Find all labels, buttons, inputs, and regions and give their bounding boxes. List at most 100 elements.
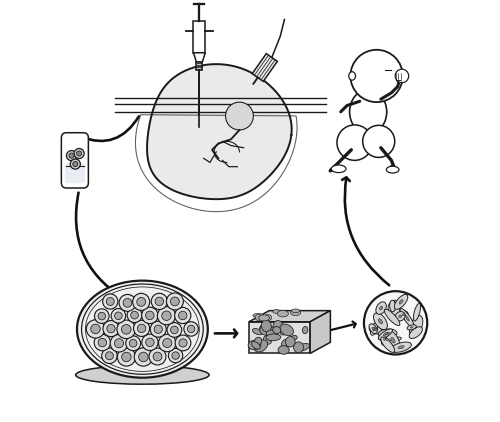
Ellipse shape <box>248 340 261 350</box>
Ellipse shape <box>348 72 356 80</box>
Circle shape <box>76 151 82 156</box>
Circle shape <box>149 348 166 365</box>
Ellipse shape <box>350 90 387 134</box>
Circle shape <box>175 335 191 351</box>
Circle shape <box>102 294 118 309</box>
Circle shape <box>114 312 122 319</box>
Ellipse shape <box>373 327 375 331</box>
Circle shape <box>126 336 140 351</box>
Circle shape <box>98 312 106 320</box>
Circle shape <box>122 325 131 334</box>
Ellipse shape <box>277 310 288 317</box>
Circle shape <box>138 324 146 333</box>
Circle shape <box>106 352 114 360</box>
Ellipse shape <box>260 324 270 333</box>
Ellipse shape <box>405 315 409 321</box>
Circle shape <box>103 321 119 337</box>
Circle shape <box>130 311 138 319</box>
Circle shape <box>138 352 148 362</box>
Circle shape <box>337 125 372 160</box>
Circle shape <box>122 352 131 362</box>
Ellipse shape <box>258 315 270 321</box>
Polygon shape <box>310 311 330 354</box>
Circle shape <box>362 125 394 157</box>
Ellipse shape <box>391 337 395 343</box>
Ellipse shape <box>286 337 295 347</box>
FancyBboxPatch shape <box>196 62 202 70</box>
Ellipse shape <box>272 310 280 313</box>
Ellipse shape <box>369 324 378 333</box>
Circle shape <box>179 339 187 347</box>
Circle shape <box>114 339 124 348</box>
Ellipse shape <box>292 309 300 313</box>
Ellipse shape <box>399 300 403 304</box>
Circle shape <box>158 307 176 325</box>
Ellipse shape <box>381 337 394 352</box>
Circle shape <box>162 338 172 348</box>
Circle shape <box>146 311 154 320</box>
Circle shape <box>151 293 168 309</box>
Ellipse shape <box>388 302 400 317</box>
Circle shape <box>153 352 162 361</box>
Ellipse shape <box>384 336 386 341</box>
Ellipse shape <box>410 316 423 336</box>
Circle shape <box>142 334 158 351</box>
Ellipse shape <box>386 330 400 350</box>
Ellipse shape <box>380 306 382 310</box>
Circle shape <box>395 69 408 83</box>
Circle shape <box>167 322 182 337</box>
Circle shape <box>74 149 84 159</box>
Ellipse shape <box>378 319 382 324</box>
Ellipse shape <box>384 337 402 343</box>
Ellipse shape <box>282 339 288 348</box>
Ellipse shape <box>385 332 390 335</box>
Ellipse shape <box>290 335 297 341</box>
Ellipse shape <box>280 327 290 335</box>
Ellipse shape <box>252 341 260 349</box>
Circle shape <box>86 320 104 338</box>
Ellipse shape <box>399 311 408 319</box>
Circle shape <box>155 297 164 306</box>
Ellipse shape <box>402 314 405 316</box>
Circle shape <box>154 325 162 333</box>
Circle shape <box>69 153 74 158</box>
Ellipse shape <box>264 314 272 321</box>
Circle shape <box>188 325 195 333</box>
Circle shape <box>134 348 152 366</box>
Ellipse shape <box>255 314 262 321</box>
Ellipse shape <box>372 327 374 330</box>
Ellipse shape <box>398 346 404 349</box>
Circle shape <box>226 102 254 130</box>
Circle shape <box>130 339 137 347</box>
Circle shape <box>178 311 187 320</box>
Circle shape <box>150 321 166 337</box>
Circle shape <box>70 159 80 169</box>
Ellipse shape <box>395 311 405 321</box>
Ellipse shape <box>400 308 414 328</box>
Ellipse shape <box>386 166 399 173</box>
Circle shape <box>127 308 142 322</box>
Circle shape <box>137 298 145 306</box>
Circle shape <box>168 349 183 363</box>
Circle shape <box>111 308 126 323</box>
Ellipse shape <box>254 337 262 345</box>
Circle shape <box>94 334 110 351</box>
Ellipse shape <box>76 365 209 384</box>
Ellipse shape <box>253 314 264 318</box>
Circle shape <box>158 334 176 352</box>
Circle shape <box>134 320 150 336</box>
FancyBboxPatch shape <box>64 163 85 183</box>
Ellipse shape <box>378 329 397 338</box>
Circle shape <box>110 335 128 352</box>
Ellipse shape <box>381 332 388 345</box>
Circle shape <box>142 307 158 324</box>
Ellipse shape <box>266 334 281 341</box>
Ellipse shape <box>278 346 289 354</box>
Circle shape <box>90 324 101 334</box>
Polygon shape <box>249 311 330 322</box>
Ellipse shape <box>331 165 346 173</box>
Circle shape <box>73 162 78 167</box>
Ellipse shape <box>378 329 392 340</box>
Ellipse shape <box>266 330 277 338</box>
Ellipse shape <box>370 323 378 335</box>
